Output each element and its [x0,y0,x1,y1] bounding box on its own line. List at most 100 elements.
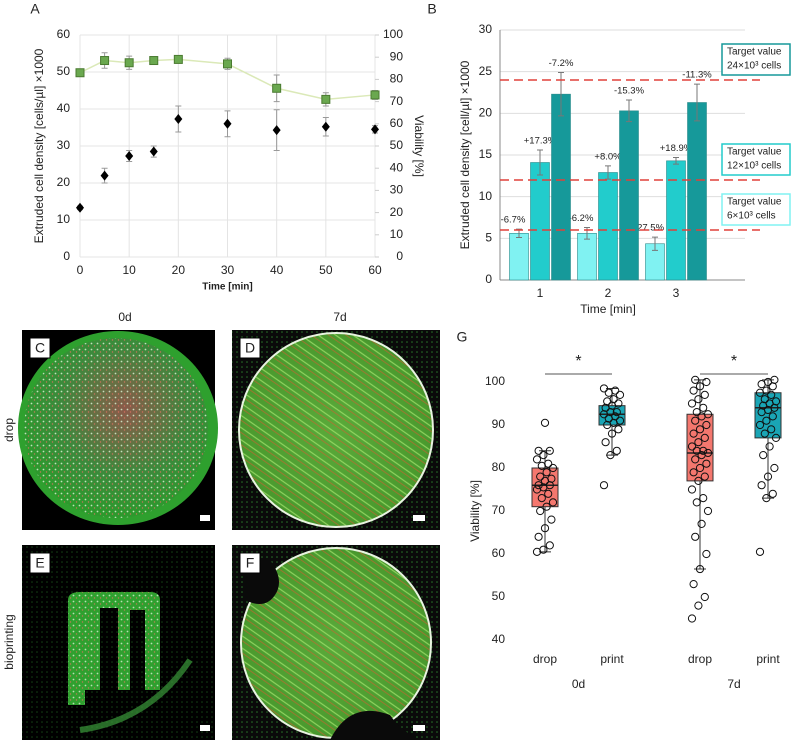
target-box [721,193,791,226]
data-point [695,382,705,391]
data-point [757,481,766,490]
data-point [694,395,703,404]
box [531,467,559,508]
marker [76,202,84,213]
data-point [689,580,698,589]
data-point [771,397,781,406]
data-point [695,564,705,574]
bar [509,233,529,281]
data-point [762,494,771,503]
data-point [700,390,709,399]
y-tick-label: 5 [485,231,492,245]
data-point [536,506,545,516]
data-point [695,425,705,434]
y-tick-label: 0 [63,249,70,263]
y2-tick-label: 30 [390,183,404,197]
data-point [539,545,548,554]
data-point [703,506,713,516]
target-text: 24×10³ cells [727,61,781,72]
y2-tick-label: 50 [390,138,404,152]
y2-axis-title: Viability [%] [412,115,426,177]
data-point [612,446,621,455]
panel-label: A [30,1,40,17]
data-point [615,390,625,399]
x-tick-label: drop [688,652,712,666]
data-label: -11.3% [682,70,712,81]
data-point [691,416,700,425]
data-label: -27.5% [634,223,665,234]
x-axis-title: Time [min] [580,302,636,316]
data-label: -7.2% [549,58,574,69]
data-point [702,459,711,468]
micrograph: F [232,545,440,740]
panel-label: E [35,555,44,571]
data-point [771,433,781,442]
y-tick-label: 15 [479,147,493,161]
x-tick-label: print [756,652,780,666]
data-point [702,420,711,430]
data-point [545,541,554,550]
data-point [703,448,713,458]
data-point [699,494,708,503]
data-point [548,463,558,473]
data-point [759,451,768,460]
marker [321,121,330,132]
data-point [765,442,774,451]
target-box [721,143,791,176]
row-label: bioprinting [2,614,16,669]
error-bar [673,157,679,165]
data-point [689,468,698,477]
x-tick-label: 1 [537,286,544,300]
y-tick-label: 50 [492,589,506,603]
panel-label: B [427,1,436,17]
marker [370,90,380,100]
marker [75,68,85,78]
data-point [692,498,701,507]
x-tick-label: print [600,652,624,666]
y-tick-label: 70 [492,503,506,517]
data-point [687,614,697,623]
data-point [534,446,543,455]
data-point [760,395,769,404]
marker [149,56,159,66]
y2-tick-label: 0 [396,249,403,263]
error-bar [626,99,632,123]
y-tick-label: 20 [57,175,71,189]
panel-label: G [457,329,468,345]
x-tick-label: 60 [368,263,382,277]
target-box [721,43,791,76]
data-point [687,442,697,451]
data-point [609,395,618,404]
data-point [755,420,765,430]
error-bar [537,149,543,176]
error-bar [652,236,658,251]
y-axis-title: Extruded cell density [cells/µl] ×1000 [32,48,46,243]
data-label: -15.3% [614,86,645,97]
x-tick-label: 30 [221,263,235,277]
y-tick-label: 30 [479,22,493,36]
data-point [615,416,625,425]
group-label: 0d [572,677,585,691]
data-point [614,425,623,434]
y2-tick-label: 20 [390,205,404,219]
x-tick-label: 2 [605,286,612,300]
data-label: +18.9% [660,143,693,154]
data-point [542,502,551,511]
data-point [614,399,623,408]
bar [666,160,686,281]
bar [687,102,707,281]
y-tick-label: 10 [479,189,493,203]
bar [577,233,597,281]
target-text: Target value [727,147,782,158]
y2-tick-label: 80 [390,72,404,86]
y-tick-label: 30 [57,138,71,152]
x-axis-title: Time [min] [202,282,252,293]
data-point [760,429,769,438]
data-label: -6.2% [569,213,594,224]
x-tick-label: 20 [172,263,186,277]
marker [124,58,134,68]
data-point [544,459,553,468]
data-point [762,416,771,425]
y-tick-label: 100 [485,374,505,388]
